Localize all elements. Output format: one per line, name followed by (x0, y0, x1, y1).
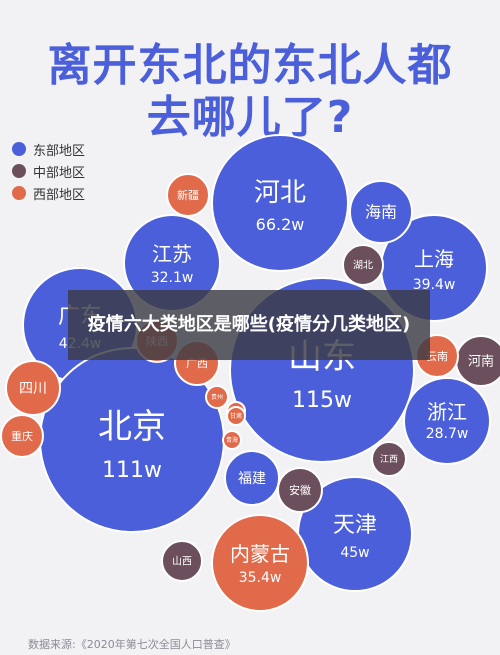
legend-label-east: 东部地区 (33, 143, 86, 159)
title-line-1: 离开东北的东北人都 (47, 40, 453, 91)
bubble-label-25: 甘肃 (230, 412, 242, 420)
bubble-value-1: 32.1w (151, 270, 194, 286)
bubble-label-20: 云南 (426, 350, 448, 363)
legend-item-east: 东部地区 (12, 138, 85, 160)
bubble-8 (211, 514, 309, 612)
bubble-25 (226, 406, 246, 426)
bubble-label-5: 北京 (98, 407, 166, 447)
bubble-label-21: 山西 (172, 556, 192, 568)
bubble-label-22: 贵州 (211, 393, 223, 401)
bubble-value-4: 115w (292, 388, 352, 413)
bubble-12 (5, 360, 61, 416)
bubble-24 (222, 430, 242, 450)
bubble-label-8: 内蒙古 (230, 542, 290, 566)
bubble-0 (211, 134, 349, 272)
bubble-16 (224, 450, 280, 506)
overlay-caption: 疫情六大类地区是哪些(疫情分几类地区) (68, 290, 430, 360)
legend-dot-central (12, 164, 26, 178)
legend-item-central: 中部地区 (12, 160, 85, 182)
bubble-label-11: 新疆 (177, 188, 199, 202)
bubble-10 (342, 244, 384, 286)
bubble-value-5: 111w (102, 458, 162, 483)
bubble-11 (166, 173, 210, 217)
bubble-value-6: 28.7w (426, 426, 469, 442)
bubble-9 (349, 180, 413, 244)
bubble-label-19: 河南 (468, 354, 494, 370)
bubble-17 (277, 467, 323, 513)
bubble-6 (403, 377, 491, 465)
bubble-value-8: 35.4w (239, 570, 282, 586)
bubble-label-7: 天津 (333, 513, 377, 538)
bubble-label-1: 江苏 (152, 242, 192, 266)
legend-label-central: 中部地区 (33, 165, 86, 181)
bubble-label-6: 浙江 (427, 400, 467, 424)
bubble-label-13: 重庆 (11, 429, 33, 443)
legend: 东部地区 中部地区 西部地区 (12, 138, 85, 204)
legend-label-west: 西部地区 (33, 187, 86, 203)
bubble-label-18: 江西 (380, 454, 398, 465)
bubble-label-16: 福建 (238, 471, 266, 487)
title-line-2: 去哪儿了? (146, 92, 354, 143)
bubble-value-0: 66.2w (256, 215, 305, 234)
bubble-value-2: 39.4w (413, 277, 456, 293)
legend-dot-east (12, 142, 26, 156)
bubble-22 (205, 385, 229, 409)
bubble-13 (0, 414, 44, 458)
bubble-18 (371, 441, 407, 477)
bubble-value-7: 45w (340, 545, 369, 561)
legend-item-west: 西部地区 (12, 182, 85, 204)
overlay-text: 疫情六大类地区是哪些(疫情分几类地区) (87, 314, 411, 335)
source-note: 数据来源:《2020年第七次全国人口普查》 (28, 638, 236, 651)
chart-title: 离开东北的东北人都 去哪儿了? (0, 40, 500, 144)
bubble-label-15: 广西 (186, 357, 208, 370)
bubble-label-17: 安徽 (289, 483, 311, 497)
bubble-label-10: 湖北 (353, 260, 373, 272)
bubble-label-0: 河北 (254, 178, 306, 208)
bubble-label-12: 四川 (19, 381, 47, 397)
legend-dot-west (12, 186, 26, 200)
bubble-label-2: 上海 (414, 247, 454, 271)
bubble-21 (161, 540, 203, 582)
bubble-label-9: 海南 (365, 203, 397, 222)
bubble-label-24: 青海 (226, 436, 238, 444)
